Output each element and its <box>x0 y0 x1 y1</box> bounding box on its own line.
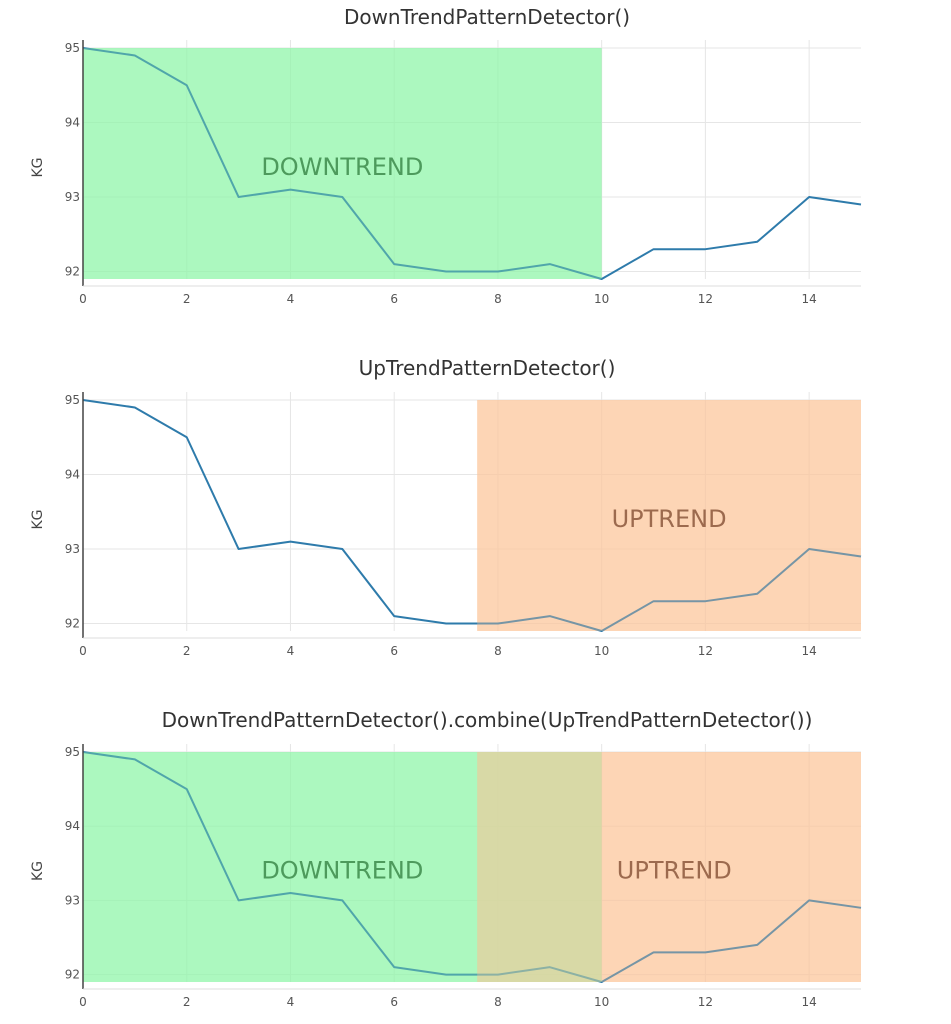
x-tick-label: 8 <box>494 644 502 658</box>
chart-title: UpTrendPatternDetector() <box>359 356 616 380</box>
x-tick-label: 2 <box>183 995 191 1009</box>
x-tick-label: 10 <box>594 644 609 658</box>
chart-panel-3: DownTrendPatternDetector().combine(UpTre… <box>30 708 862 1009</box>
region-label: UPTREND <box>612 505 727 533</box>
y-tick-label: 94 <box>65 116 80 130</box>
region-overlay <box>83 752 602 982</box>
x-tick-label: 12 <box>698 995 713 1009</box>
x-tick-label: 8 <box>494 995 502 1009</box>
y-tick-label: 93 <box>65 893 80 907</box>
chart-title: DownTrendPatternDetector() <box>344 5 630 29</box>
chart-panel-1: DownTrendPatternDetector() DOWNTREND 0 2 4 6 8… <box>30 5 862 306</box>
x-tick-label: 10 <box>594 995 609 1009</box>
x-tick-label: 0 <box>79 995 87 1009</box>
region-overlay <box>477 752 861 982</box>
region-uptrend <box>477 752 861 982</box>
x-tick-label: 2 <box>183 292 191 306</box>
y-tick-label: 92 <box>65 617 80 631</box>
region-label: DOWNTREND <box>261 857 423 885</box>
y-tick-label: 92 <box>65 968 80 982</box>
x-tick-label: 6 <box>390 292 398 306</box>
y-tick-label: 93 <box>65 190 80 204</box>
x-tick-label: 14 <box>801 644 816 658</box>
x-tick-label: 12 <box>698 644 713 658</box>
y-axis-label: KG <box>30 509 46 529</box>
y-axis-label: KG <box>30 157 46 177</box>
region-overlay <box>477 400 861 631</box>
region-downtrend <box>83 48 602 279</box>
chart-panel-2: UpTrendPatternDetector() UPTREND 0 2 4 6 8 10 12… <box>30 356 862 658</box>
y-tick-label: 95 <box>65 745 80 759</box>
y-tick-label: 95 <box>65 393 80 407</box>
x-tick-label: 0 <box>79 292 87 306</box>
x-tick-label: 4 <box>287 995 295 1009</box>
x-tick-label: 14 <box>801 292 816 306</box>
series-line <box>82 399 862 632</box>
y-tick-label: 95 <box>65 41 80 55</box>
y-tick-label: 94 <box>65 819 80 833</box>
region-label: UPTREND <box>617 857 732 885</box>
x-tick-label: 6 <box>390 995 398 1009</box>
x-tick-label: 8 <box>494 292 502 306</box>
y-tick-label: 93 <box>65 542 80 556</box>
region-label: DOWNTREND <box>261 153 423 181</box>
x-tick-label: 6 <box>390 644 398 658</box>
x-tick-label: 12 <box>698 292 713 306</box>
chart-title: DownTrendPatternDetector().combine(UpTre… <box>162 708 813 732</box>
y-tick-label: 92 <box>65 265 80 279</box>
region-uptrend <box>477 400 861 631</box>
series-line <box>82 47 862 280</box>
x-tick-label: 10 <box>594 292 609 306</box>
x-tick-label: 0 <box>79 644 87 658</box>
y-tick-label: 94 <box>65 468 80 482</box>
x-tick-label: 4 <box>287 292 295 306</box>
x-tick-label: 14 <box>801 995 816 1009</box>
x-tick-label: 2 <box>183 644 191 658</box>
y-axis-label: KG <box>30 861 46 881</box>
series-line <box>82 751 862 983</box>
x-tick-label: 4 <box>287 644 295 658</box>
region-overlay <box>83 48 602 279</box>
